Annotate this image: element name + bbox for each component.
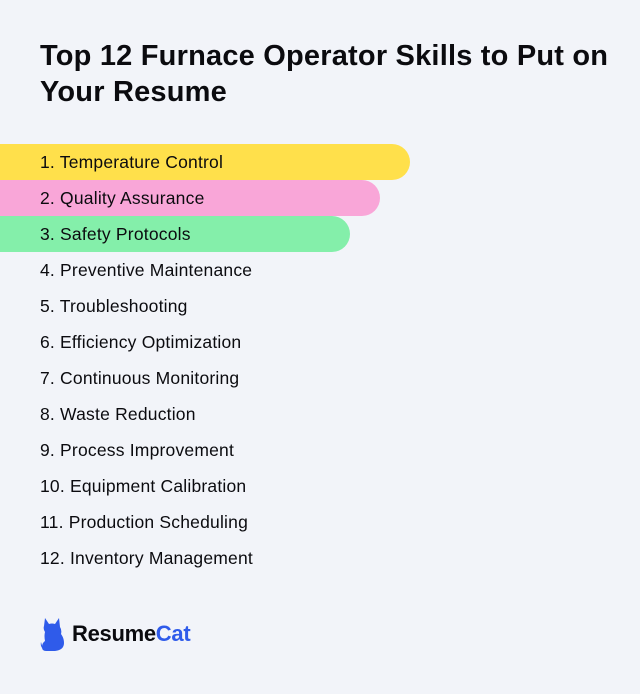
skill-item: 8. Waste Reduction <box>0 396 410 432</box>
skill-label: 10. Equipment Calibration <box>40 476 247 496</box>
skill-item: 5. Troubleshooting <box>0 288 410 324</box>
skill-item: 12. Inventory Management <box>0 540 410 576</box>
skill-label: 8. Waste Reduction <box>40 404 196 424</box>
skill-label: 2. Quality Assurance <box>40 188 205 208</box>
skill-item: 2. Quality Assurance <box>0 180 380 216</box>
skill-item: 3. Safety Protocols <box>0 216 350 252</box>
logo-wordmark: ResumeCat <box>72 621 191 647</box>
logo-wordmark-resume: Resume <box>72 621 156 646</box>
skill-item: 1. Temperature Control <box>0 144 410 180</box>
skills-list: 1. Temperature Control 2. Quality Assura… <box>0 144 410 576</box>
skill-label: 11. Production Scheduling <box>40 512 249 532</box>
skill-item: 4. Preventive Maintenance <box>0 252 410 288</box>
skill-item: 10. Equipment Calibration <box>0 468 410 504</box>
logo-wordmark-cat: Cat <box>155 621 191 646</box>
skill-label: 9. Process Improvement <box>40 440 235 460</box>
resumecat-logo[interactable]: ResumeCat <box>40 616 191 652</box>
skill-item: 11. Production Scheduling <box>0 504 410 540</box>
skill-label: 7. Continuous Monitoring <box>40 368 240 388</box>
skill-label: 4. Preventive Maintenance <box>40 260 253 280</box>
skill-label: 3. Safety Protocols <box>40 224 191 244</box>
cat-icon <box>40 618 64 651</box>
skill-label: 5. Troubleshooting <box>40 296 188 316</box>
skill-item: 6. Efficiency Optimization <box>0 324 410 360</box>
skill-label: 6. Efficiency Optimization <box>40 332 242 352</box>
skill-item: 7. Continuous Monitoring <box>0 360 410 396</box>
page-title: Top 12 Furnace Operator Skills to Put on… <box>40 40 609 108</box>
skill-item: 9. Process Improvement <box>0 432 410 468</box>
skill-label: 12. Inventory Management <box>40 548 253 568</box>
skill-label: 1. Temperature Control <box>40 152 224 172</box>
